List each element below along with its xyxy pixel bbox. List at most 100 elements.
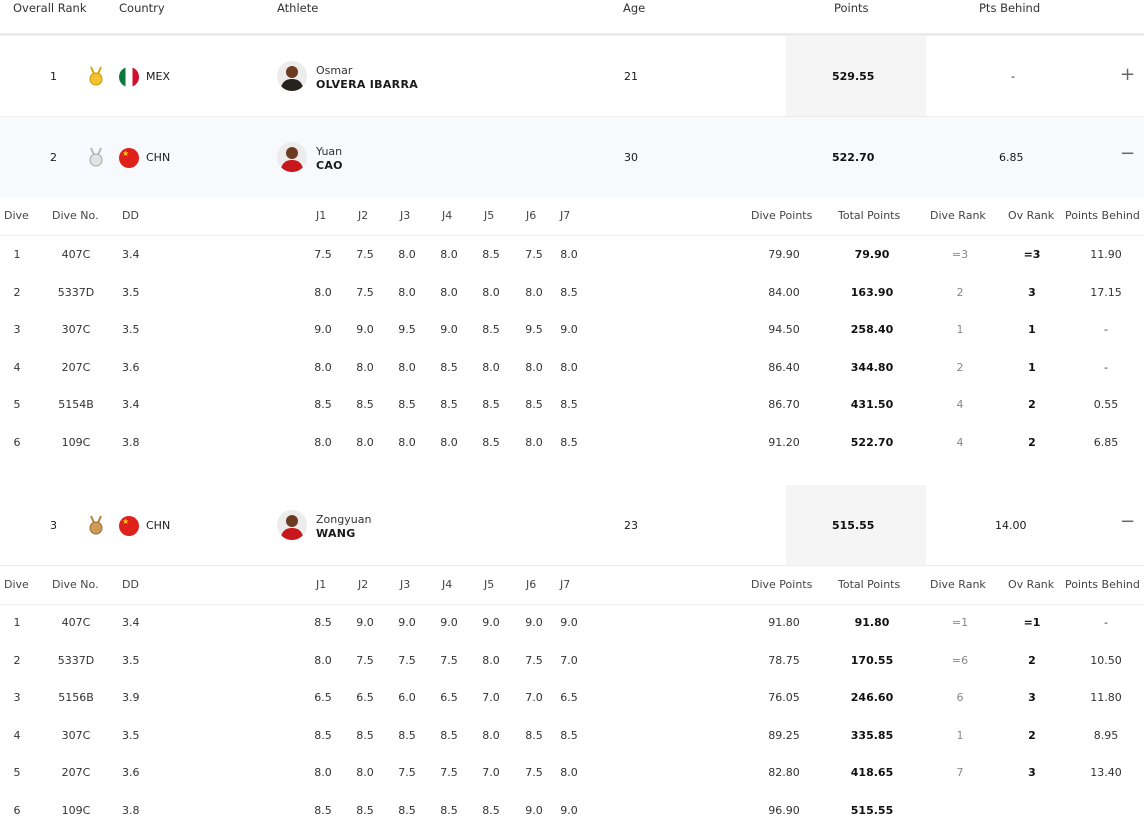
age: 30 — [624, 151, 638, 164]
athlete-last-name[interactable]: CAO — [316, 159, 343, 172]
judge-7-score: 6.5 — [560, 691, 578, 705]
athlete-avatar[interactable] — [277, 510, 307, 540]
dive-points: 89.25 — [768, 728, 800, 742]
dive-code: 207C — [61, 360, 91, 374]
country-code: CHN — [146, 151, 171, 164]
dive-number: 4 — [13, 360, 21, 374]
dive-number: 5 — [13, 398, 21, 412]
judge-7-score: 8.5 — [560, 285, 578, 299]
athlete-last-name[interactable]: WANG — [316, 527, 356, 540]
judge-1-score: 8.5 — [314, 728, 332, 742]
judge-7-score: 8.5 — [560, 436, 578, 449]
total-points: 170.55 — [850, 653, 894, 667]
athlete-first-name[interactable]: Yuan — [316, 145, 343, 158]
points: 522.70 — [832, 151, 875, 164]
col-dive-no: Dive No. — [52, 209, 99, 222]
judge-7-score: 8.5 — [560, 728, 578, 742]
dive-rank: 1 — [956, 323, 964, 337]
judge-1-score: 8.0 — [314, 285, 332, 299]
col-age[interactable]: Age — [623, 1, 646, 15]
total-points: 258.40 — [850, 323, 894, 337]
dive-row: 1 407C 3.4 7.5 7.5 8.0 8.0 8.5 7.5 8.0 79.90 79.90 =… — [0, 236, 1144, 274]
points-behind: - — [1104, 323, 1108, 337]
col-j7: J7 — [560, 578, 571, 591]
overall-rank: =1 — [1023, 616, 1041, 629]
judge-6-score: 8.5 — [525, 728, 543, 742]
dive-points: 91.80 — [768, 616, 800, 629]
collapse-icon[interactable]: − — [1120, 143, 1136, 164]
col-dd: DD — [122, 209, 139, 222]
collapse-icon[interactable]: − — [1120, 511, 1136, 532]
points-behind: 11.80 — [1090, 691, 1122, 705]
athlete-last-name[interactable]: OLVERA IBARRA — [316, 78, 419, 91]
dive-number: 1 — [13, 248, 21, 261]
judge-3-score: 7.5 — [398, 766, 416, 780]
total-points: 163.90 — [850, 285, 894, 299]
points-behind: 13.40 — [1090, 766, 1122, 780]
col-pts-behind[interactable]: Pts Behind — [979, 1, 1041, 15]
dive-table-header: Dive Dive No. DD J1 J2 J3 J4 J5 J6 J7 Di… — [0, 197, 1144, 236]
dive-row: 4 307C 3.5 8.5 8.5 8.5 8.5 8.0 8.5 8.5 89.25 335.85… — [0, 717, 1144, 755]
col-points-behind: Points Behind — [1065, 209, 1140, 222]
points-behind: 11.90 — [1090, 248, 1122, 261]
judge-2-score: 8.5 — [356, 398, 374, 412]
judge-5-score: 7.0 — [482, 691, 500, 705]
judge-3-score: 8.5 — [398, 728, 416, 742]
degree-of-difficulty: 3.4 — [122, 248, 140, 261]
judge-5-score: 8.5 — [482, 398, 500, 412]
judge-6-score: 8.0 — [525, 436, 543, 449]
overall-rank: 3 — [1028, 285, 1036, 299]
athlete-row[interactable]: 2 CHN Yuan CAO 30 522.70 6.85 − — [0, 117, 1144, 197]
bronze-medal-icon — [89, 515, 103, 535]
dive-number: 5 — [13, 766, 21, 780]
judge-1-score: 8.0 — [314, 766, 332, 780]
athlete-avatar[interactable] — [277, 142, 307, 172]
athlete-avatar[interactable] — [277, 61, 307, 91]
dive-points: 82.80 — [768, 766, 800, 780]
expand-icon[interactable]: + — [1120, 64, 1136, 85]
degree-of-difficulty: 3.5 — [122, 323, 140, 337]
col-athlete[interactable]: Athlete — [277, 1, 319, 15]
col-country[interactable]: Country — [119, 1, 165, 15]
overall-rank: 1 — [1028, 360, 1036, 374]
degree-of-difficulty: 3.8 — [122, 436, 140, 449]
total-points: 515.55 — [850, 804, 894, 817]
judge-5-score: 7.0 — [482, 766, 500, 780]
athlete-first-name[interactable]: Osmar — [316, 64, 353, 77]
dive-code: 5337D — [57, 653, 95, 667]
judge-3-score: 7.5 — [398, 653, 416, 667]
age: 21 — [624, 70, 638, 83]
col-dive-rank: Dive Rank — [930, 578, 986, 591]
athlete-row[interactable]: 3 CHN Zongyuan WANG 23 515.55 14.00 − — [0, 485, 1144, 565]
judge-7-score: 8.0 — [560, 360, 578, 374]
judge-1-score: 8.0 — [314, 436, 332, 449]
athlete-first-name[interactable]: Zongyuan — [316, 513, 372, 526]
total-points: 344.80 — [850, 360, 894, 374]
judge-5-score: 8.5 — [482, 323, 500, 337]
row-divider — [0, 116, 1144, 117]
judge-3-score: 6.0 — [398, 691, 416, 705]
degree-of-difficulty: 3.8 — [122, 804, 140, 817]
points-behind: - — [1104, 616, 1108, 629]
judge-4-score: 8.5 — [440, 360, 458, 374]
total-points: 246.60 — [850, 691, 894, 705]
gold-medal-icon — [89, 66, 103, 86]
header-divider — [0, 33, 1144, 36]
rank: 3 — [50, 519, 57, 532]
overall-rank: 2 — [1028, 436, 1036, 449]
dive-row: 3 5156B 3.9 6.5 6.5 6.0 6.5 7.0 7.0 6.5 76.05 246.6… — [0, 679, 1144, 717]
judge-7-score: 8.0 — [560, 248, 578, 261]
dive-code: 407C — [61, 616, 91, 629]
col-overall-rank[interactable]: Overall Rank — [13, 1, 87, 15]
judge-2-score: 8.0 — [356, 360, 374, 374]
judge-6-score: 8.0 — [525, 285, 543, 299]
judge-3-score: 8.5 — [398, 398, 416, 412]
athlete-row[interactable]: 1 MEX Osmar OLVERA IBARRA 21 529.55 - + — [0, 36, 1144, 116]
dive-rank: =3 — [951, 248, 969, 261]
col-j6: J6 — [526, 578, 537, 591]
dive-rank: 4 — [956, 398, 964, 412]
judge-6-score: 7.5 — [525, 248, 543, 261]
col-points[interactable]: Points — [834, 1, 869, 15]
points: 515.55 — [832, 519, 875, 532]
judge-1-score: 8.5 — [314, 804, 332, 817]
